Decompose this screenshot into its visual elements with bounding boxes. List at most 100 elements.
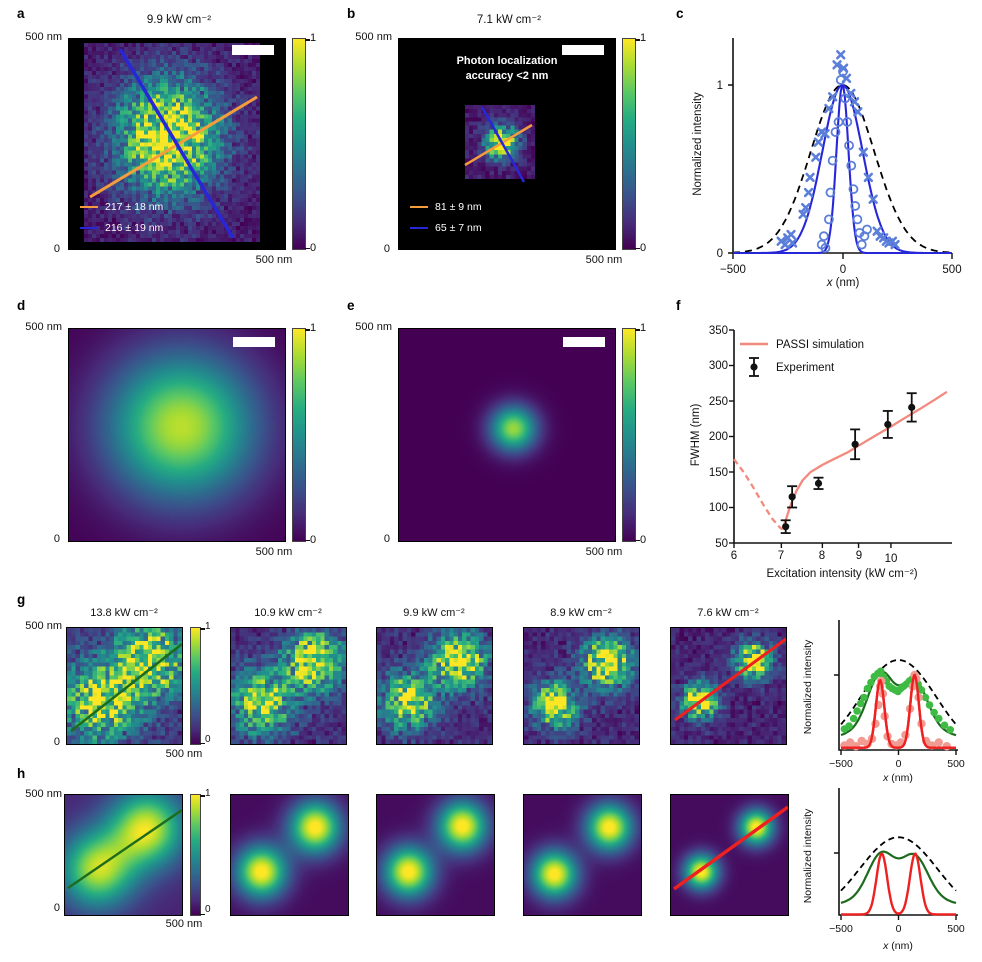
panel-a-colorbar-max: 1 <box>310 32 317 44</box>
panel-h-profile-axes <box>838 788 958 916</box>
panel-b-image: Photon localization accuracy <2 nm 81 ± … <box>398 38 616 250</box>
panel-g-heatmap-2 <box>231 628 346 744</box>
panel-c-label: c <box>676 6 684 21</box>
panel-a-legend-blue-value: 216 ± 19 nm <box>105 222 164 234</box>
panel-a-legend-blue: 216 ± 19 nm <box>80 222 163 234</box>
panel-b-legend-orange-value: 81 ± 9 nm <box>435 201 482 213</box>
panel-f-ytick: 50 <box>715 538 728 550</box>
panel-g-profile-axes <box>838 620 958 751</box>
panel-g-title-2: 10.9 kW cm⁻² <box>254 607 322 619</box>
panel-g-title-4: 8.9 kW cm⁻² <box>550 607 612 619</box>
h-xlabel-var: x <box>883 940 889 952</box>
red-profile-line <box>674 637 786 722</box>
panel-h-colorbar <box>190 794 205 916</box>
panel-c-xlabel-var: x <box>826 277 833 289</box>
panel-g-title-3: 9.9 kW cm⁻² <box>403 607 465 619</box>
panel-f-plot: 50 100 150 200 250 300 350 6 7 8 9 10 PA… <box>709 325 952 563</box>
panel-a-heatmap <box>84 43 260 242</box>
panel-b-colorbar <box>622 38 640 250</box>
panel-g-ytop-label: 500 nm <box>25 620 62 632</box>
panel-g-title-5: 7.6 kW cm⁻² <box>697 607 759 619</box>
panel-h-origin-label: 0 <box>53 902 60 914</box>
orange-line-sample <box>80 206 98 208</box>
g-profile-xtick: 0 <box>896 758 902 770</box>
panel-a-orange-line <box>89 95 258 199</box>
panel-f-curves <box>733 390 948 534</box>
panel-g-profile-plot: −500 0 500 <box>829 620 965 770</box>
h-profile-xtick: 500 <box>947 923 965 935</box>
panel-d-colorbar-max: 1 <box>310 322 317 334</box>
panel-c-ytick-0: 0 <box>717 248 723 260</box>
orange-line-sample <box>410 206 428 208</box>
panel-f-ytick: 100 <box>709 502 728 514</box>
panel-g1-line <box>70 643 182 732</box>
panel-h-heatmap-4 <box>524 795 641 915</box>
exp-dot-sample <box>750 363 758 371</box>
panel-b-annotation: Photon localization accuracy <2 nm <box>398 54 616 85</box>
green-profile-line <box>67 809 182 889</box>
panel-d-label: d <box>17 298 26 313</box>
panel-a-colorbar-min: 0 <box>310 242 317 254</box>
panel-f-ytick: 150 <box>709 467 728 479</box>
panel-a-legend-orange-value: 217 ± 18 nm <box>105 201 164 213</box>
panel-f-ytick: 300 <box>709 360 728 372</box>
panel-b-orange-line <box>464 123 533 167</box>
panel-d-scalebar <box>233 337 275 347</box>
panel-g-heatmap-3 <box>377 628 492 744</box>
panel-d-origin-label: 0 <box>53 533 60 545</box>
h-profile-xtick: 0 <box>896 923 902 935</box>
panel-g-image-3 <box>376 627 493 745</box>
panel-e-origin-label: 0 <box>383 533 390 545</box>
panel-h-image-5 <box>670 794 789 916</box>
panel-g-colorbar-min: 0 <box>205 734 211 745</box>
panel-f-legend-exp: Experiment <box>776 362 835 374</box>
panel-b-origin-label: 0 <box>383 243 390 255</box>
panel-f-xtick: 8 <box>819 550 825 562</box>
panel-a-ytop-label: 500 nm <box>25 31 62 43</box>
panel-c-ylabel: Normalized intensity <box>692 92 704 196</box>
panel-h1-line <box>67 809 182 889</box>
panel-g-xright-label: 500 nm <box>165 748 203 760</box>
panel-f-ticks <box>729 329 892 548</box>
panel-h-heatmap-5 <box>671 795 788 915</box>
panel-h-label: h <box>17 766 26 781</box>
panel-h-colorbar-max: 1 <box>205 788 211 799</box>
panel-c-curves <box>732 50 952 255</box>
panel-b-profile-lines <box>464 106 533 183</box>
panel-b-annotation-line1: Photon localization <box>456 55 558 67</box>
panel-b-colorbar-min: 0 <box>640 242 647 254</box>
panel-e-scalebar <box>563 337 605 347</box>
panel-h-image-1 <box>64 794 183 916</box>
panel-a-scalebar <box>232 45 274 55</box>
panel-d-image <box>68 328 286 542</box>
panel-g-profile-curves <box>840 659 957 751</box>
panel-f-xtick: 7 <box>778 550 784 562</box>
h-xlabel-unit: (nm) <box>888 940 913 952</box>
panel-e-colorbar-min: 0 <box>640 534 647 546</box>
panel-e-heatmap <box>399 329 615 541</box>
h-profile-xtick: −500 <box>829 923 853 935</box>
panel-h-heatmap-1 <box>65 795 182 915</box>
panel-f-xtick: 9 <box>856 550 862 562</box>
panel-f-legend-samples <box>740 342 768 377</box>
panel-g-title-1: 13.8 kW cm⁻² <box>90 607 158 619</box>
panel-h-profile-curves <box>840 836 957 916</box>
panel-c-ticks <box>728 84 953 259</box>
panel-b-xright-label: 500 nm <box>585 254 623 266</box>
panel-a-legend-orange: 217 ± 18 nm <box>80 201 163 213</box>
panel-g-profile-ylabel: Normalized intensity <box>802 639 814 735</box>
panel-h-heatmap-3 <box>377 795 494 915</box>
panel-b-legend-orange: 81 ± 9 nm <box>410 201 482 213</box>
panel-h-profile-ylabel: Normalized intensity <box>802 808 814 904</box>
panel-g-heatmap-1 <box>67 628 182 744</box>
panel-h-image-2 <box>230 794 349 916</box>
panel-h5-line <box>672 805 788 891</box>
panel-e-label: e <box>347 298 355 313</box>
red-profile-line <box>672 805 788 891</box>
panel-c-xtick-0: 0 <box>840 264 846 276</box>
blue-line-sample <box>80 227 98 229</box>
panel-f-xlabel: Excitation intensity (kW cm⁻²) <box>766 568 918 580</box>
panel-b-heatmap <box>465 105 535 179</box>
panel-b-ytop-label: 500 nm <box>355 31 392 43</box>
panel-a-image: 217 ± 18 nm 216 ± 19 nm <box>68 38 286 250</box>
